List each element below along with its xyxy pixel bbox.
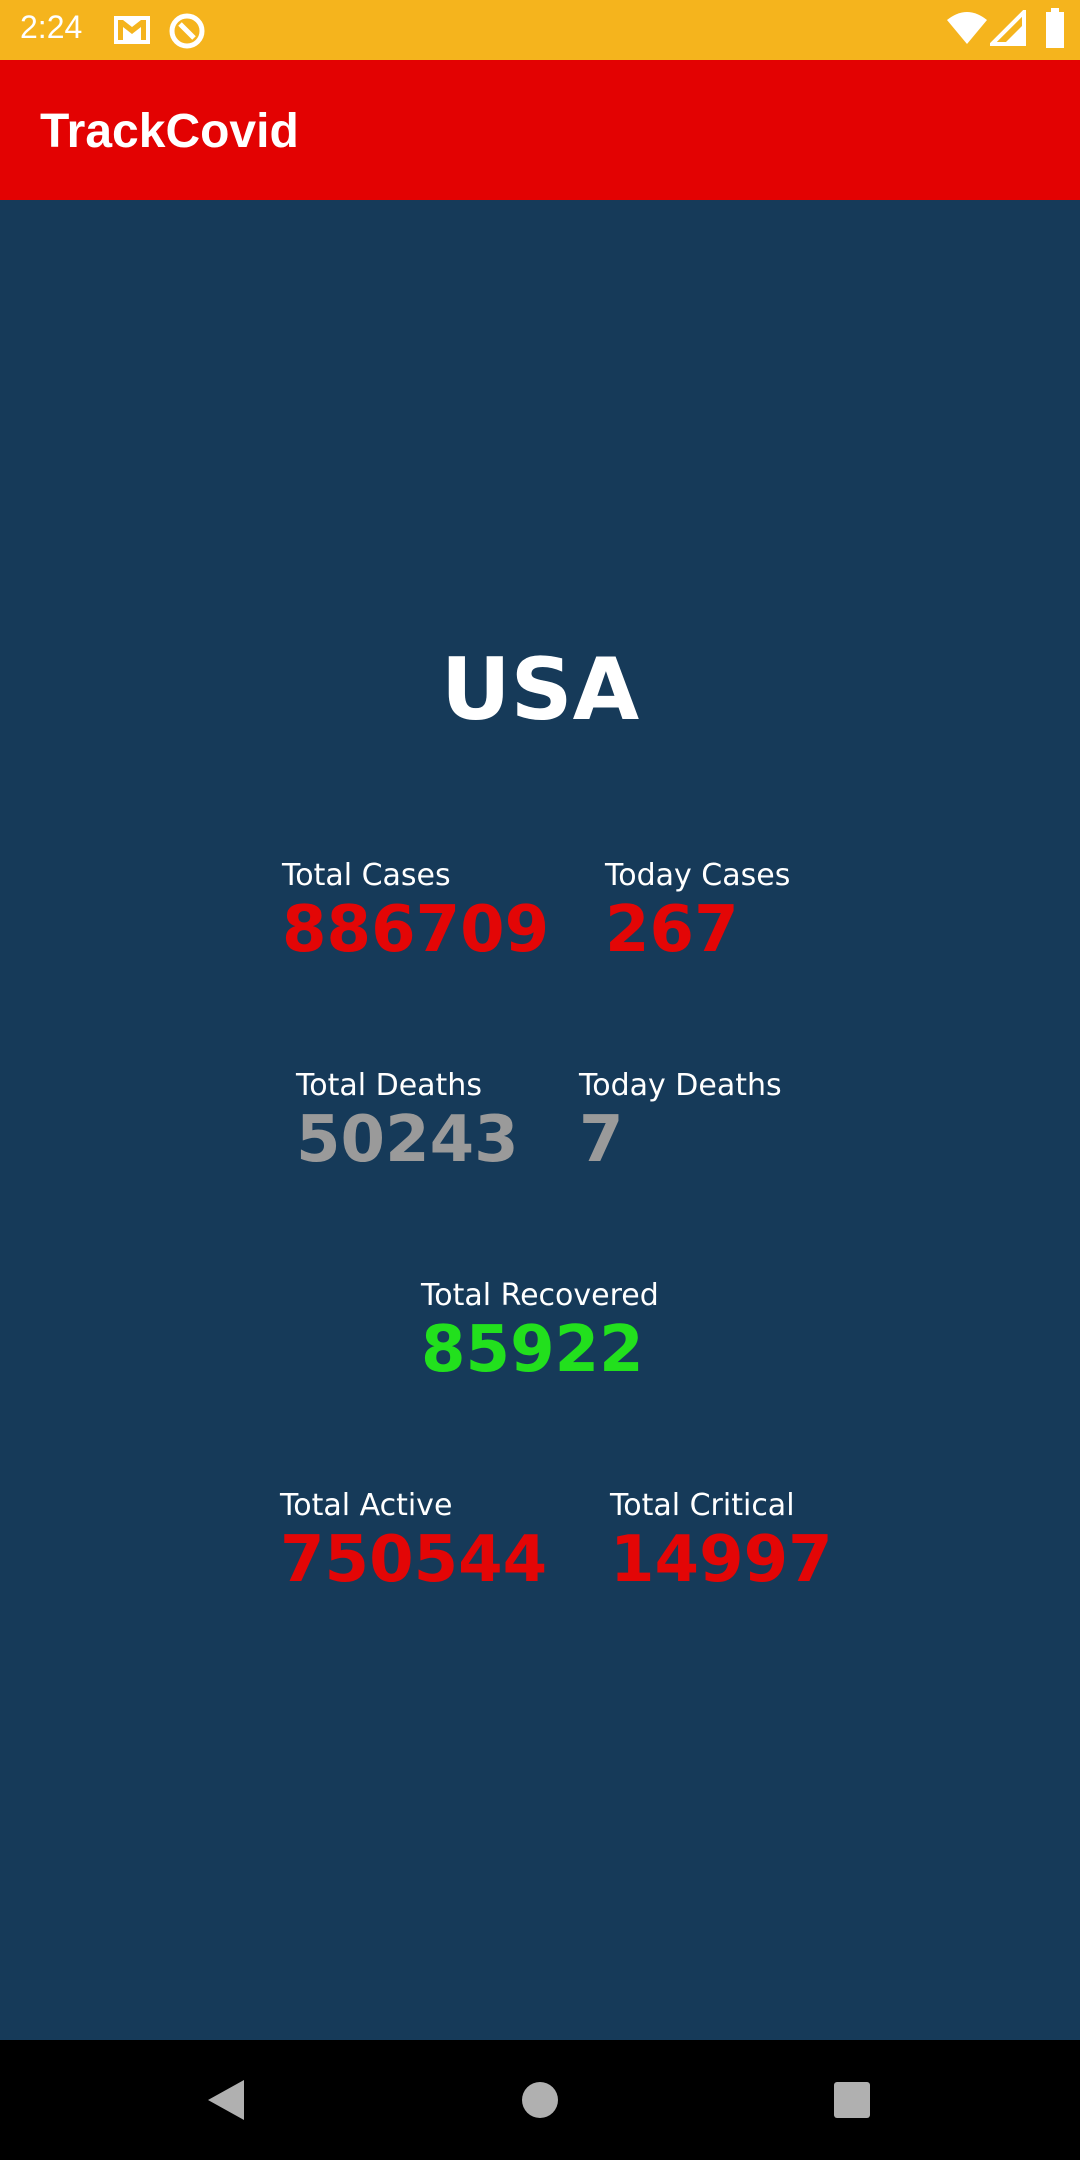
total-active-value: 750544 [280,1523,548,1597]
today-deaths-value: 7 [579,1103,624,1177]
home-button[interactable] [480,2040,600,2160]
sync-icon [168,12,206,54]
recents-icon [834,2082,870,2118]
signal-icon [987,7,1026,50]
total-deaths-stat: Total Deaths 50243 [296,1066,519,1174]
total-recovered-stat: Total Recovered 85922 [421,1276,659,1384]
today-cases-value: 267 [605,893,739,967]
total-recovered-label: Total Recovered [421,1278,659,1313]
country-name: USA [440,640,640,740]
wifi-icon [946,10,988,50]
total-recovered-value: 85922 [421,1313,644,1387]
total-active-label: Total Active [280,1488,453,1523]
today-deaths-stat: Today Deaths 7 [579,1066,782,1174]
total-critical-value: 14997 [610,1523,833,1597]
today-deaths-label: Today Deaths [579,1068,782,1103]
back-icon [208,2080,244,2120]
total-cases-value: 886709 [282,893,550,967]
home-icon [522,2082,558,2118]
total-active-stat: Total Active 750544 [280,1486,547,1594]
navigation-bar [0,2040,1080,2160]
gmail-icon [112,12,152,52]
status-bar: 2:24 [0,0,1080,60]
status-time: 2:24 [20,9,83,45]
app-bar: TrackCovid [0,60,1080,200]
total-deaths-value: 50243 [296,1103,519,1177]
today-cases-label: Today Cases [605,858,791,893]
back-button[interactable] [166,2040,286,2160]
battery-icon [1046,8,1064,52]
total-cases-label: Total Cases [282,858,451,893]
total-critical-stat: Total Critical 14997 [610,1486,833,1594]
recents-button[interactable] [792,2040,912,2160]
app-title: TrackCovid [40,105,299,158]
total-deaths-label: Total Deaths [296,1068,482,1103]
total-cases-stat: Total Cases 886709 [282,856,549,964]
total-critical-label: Total Critical [610,1488,795,1523]
today-cases-stat: Today Cases 267 [605,856,790,964]
